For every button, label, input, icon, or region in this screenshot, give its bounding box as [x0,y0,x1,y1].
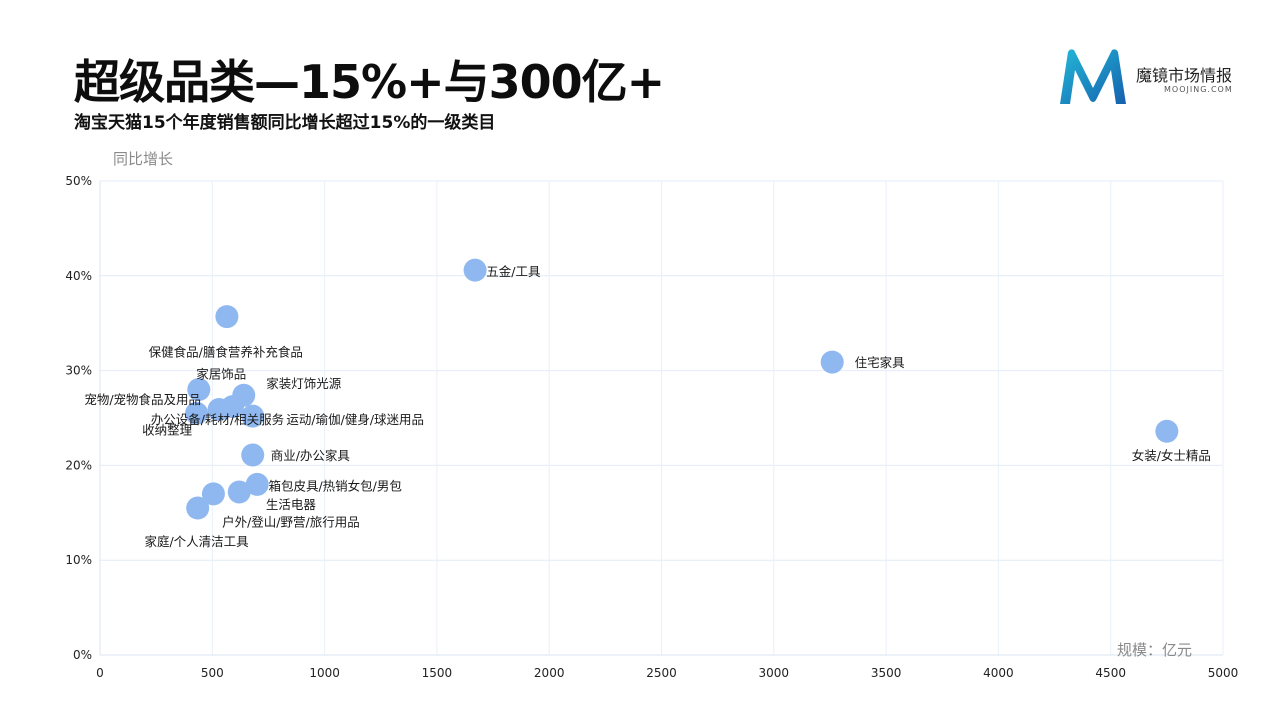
x-tick-label: 0 [96,666,104,680]
x-tick-label: 3000 [759,666,790,680]
data-point [201,482,225,506]
brand-logo: 魔镜市场情报 MOOJING.COM [1058,48,1258,108]
x-tick-label: 1500 [422,666,453,680]
data-point-label: 商业/办公家具 [271,448,351,463]
data-point [245,472,269,496]
y-tick-label: 40% [65,269,92,283]
data-point [186,496,210,520]
data-point-label: 五金/工具 [486,264,541,279]
x-tick-label: 500 [201,666,224,680]
data-point [463,258,487,282]
logo-name-en: MOOJING.COM [1164,85,1233,94]
data-point-label: 家装灯饰光源 [266,376,342,391]
x-tick-label: 5000 [1208,666,1239,680]
chart-axes [99,181,1223,656]
x-tick-label: 1000 [309,666,340,680]
data-point-label: 户外/登山/野营/旅行用品 [222,514,360,529]
data-point [227,480,251,504]
x-tick-label: 4500 [1095,666,1126,680]
x-tick-label: 2500 [646,666,677,680]
data-point [187,378,211,402]
data-point-label: 女装/女士精品 [1132,448,1211,463]
data-point [241,443,265,467]
x-tick-label: 3500 [871,666,902,680]
y-tick-label: 0% [73,648,92,662]
data-point [215,305,239,329]
chart-ticks: 0% 10% 20% 30% 40% 50% 0 500 1000 1500 2000 2500 300… [65,174,1238,680]
y-axis-label: 同比增长 [113,150,173,168]
data-point [221,395,245,419]
y-tick-label: 30% [65,364,92,378]
data-point-label: 运动/瑜伽/健身/球迷用品 [286,412,424,427]
data-point-label: 生活电器 [266,497,317,512]
chart-points [185,258,1179,520]
x-tick-label: 2000 [534,666,565,680]
data-point [185,401,209,425]
x-tick-label: 4000 [983,666,1014,680]
data-point [241,404,265,428]
x-axis-label: 规模：亿元 [1117,641,1192,659]
data-point-label: 宠物/宠物食品及用品 [84,392,201,407]
logo-name-cn: 魔镜市场情报 [1136,66,1233,85]
page-subtitle: 淘宝天猫15个年度销售额同比增长超过15%的一级类目 [74,113,496,133]
data-point-label: 保健食品/膳食营养补充食品 [149,345,303,360]
y-tick-label: 50% [65,174,92,188]
data-point-label: 家居饰品 [196,366,246,381]
data-point-label: 收纳整理 [142,422,193,437]
logo-m-icon [1060,49,1126,104]
y-tick-label: 10% [65,553,92,567]
data-point-label: 箱包皮具/热销女包/男包 [268,478,401,493]
data-point [820,350,844,374]
data-point-label: 家庭/个人清洁工具 [144,534,249,549]
data-point-label: 办公设备/耗材/相关服务 [151,412,284,427]
data-point-label: 住宅家具 [855,355,906,370]
page-title: 超级品类—15%+与300亿+ [74,55,665,109]
data-point [1155,419,1179,443]
y-tick-label: 20% [65,458,92,472]
